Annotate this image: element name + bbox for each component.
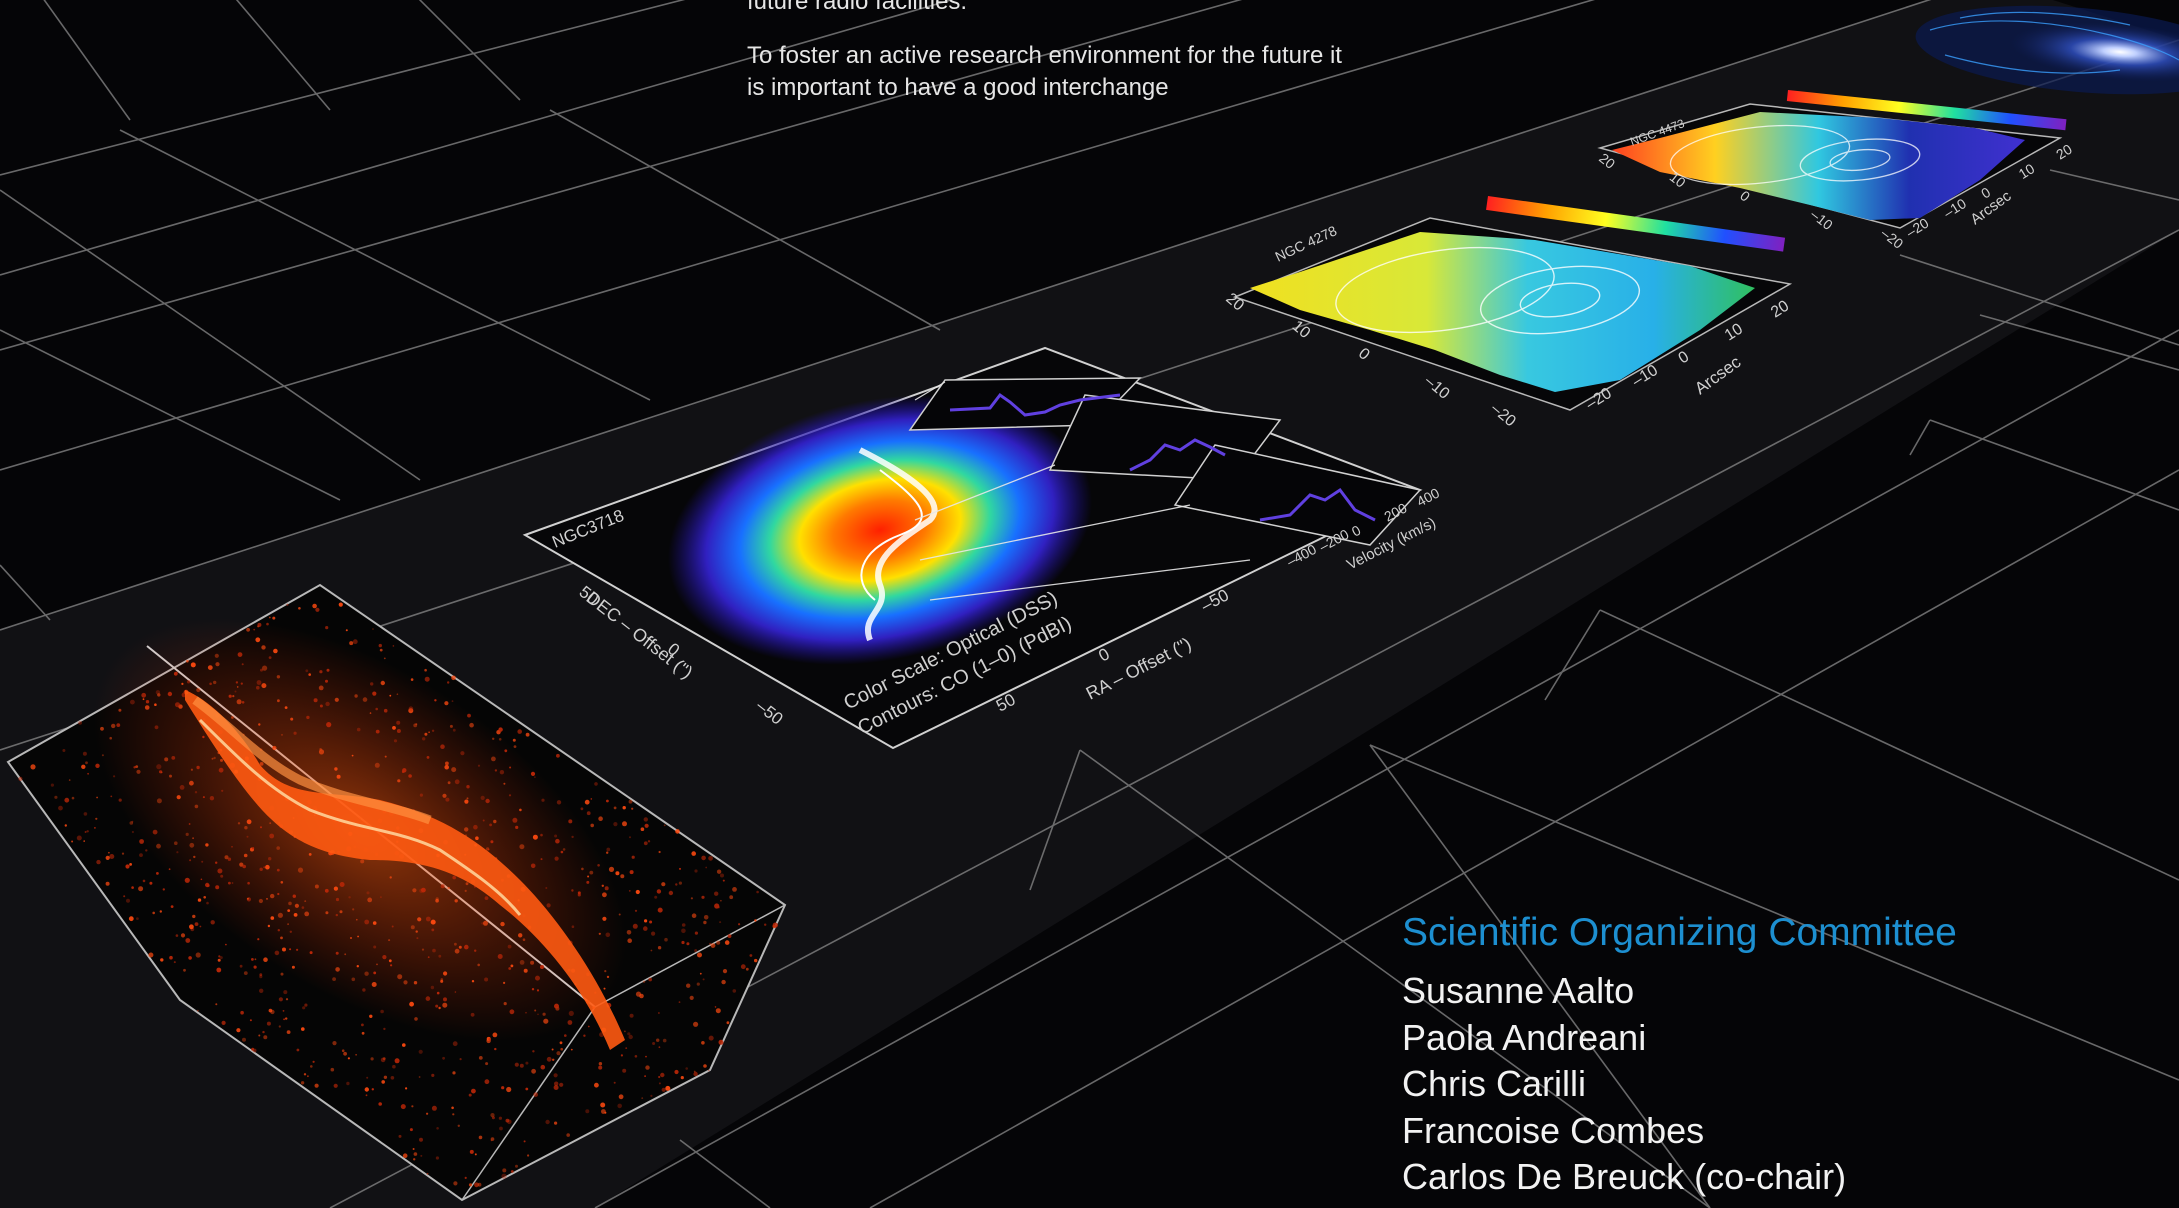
tick-label: 10 xyxy=(2016,160,2038,182)
spectra-lines xyxy=(949,392,1376,522)
spectra-panels xyxy=(908,377,1422,546)
intro-text: future radio facilities. To foster an ac… xyxy=(747,0,1347,126)
intro-paragraph-1: future radio facilities. xyxy=(747,0,968,15)
optical-galaxy-image xyxy=(667,395,1093,665)
tick-label: 10 xyxy=(1722,320,1746,344)
committee-list: Susanne Aalto Paola Andreani Chris Caril… xyxy=(1402,968,2122,1201)
ngc4473-velocity-map xyxy=(1612,112,2025,220)
committee-heading: Scientific Organizing Committee xyxy=(1402,911,1957,954)
tick-label: 20 xyxy=(1768,297,1792,321)
intro-paragraph-2: To foster an active research environment… xyxy=(747,42,1342,101)
ngc4278-velocity-map xyxy=(1250,232,1755,392)
co-contours xyxy=(858,447,938,642)
committee-member: Paola Andreani xyxy=(1402,1016,1647,1058)
ngc4278-color-bar xyxy=(1486,196,1786,252)
data-cube-panel xyxy=(6,583,787,1202)
committee-member: Carlos De Breuck (co-chair) xyxy=(1402,1156,1847,1197)
committee-section: Scientific Organizing Committee Susanne … xyxy=(1402,908,2122,1201)
committee-member: Chris Carilli xyxy=(1402,1063,1587,1104)
distant-galaxy-image xyxy=(1915,5,2179,95)
committee-member: Francoise Combes xyxy=(1402,1109,1705,1151)
ngc4473-color-bar xyxy=(1786,89,2067,131)
committee-member: Susanne Aalto xyxy=(1402,970,1635,1011)
tick-label: 20 xyxy=(2053,141,2075,163)
